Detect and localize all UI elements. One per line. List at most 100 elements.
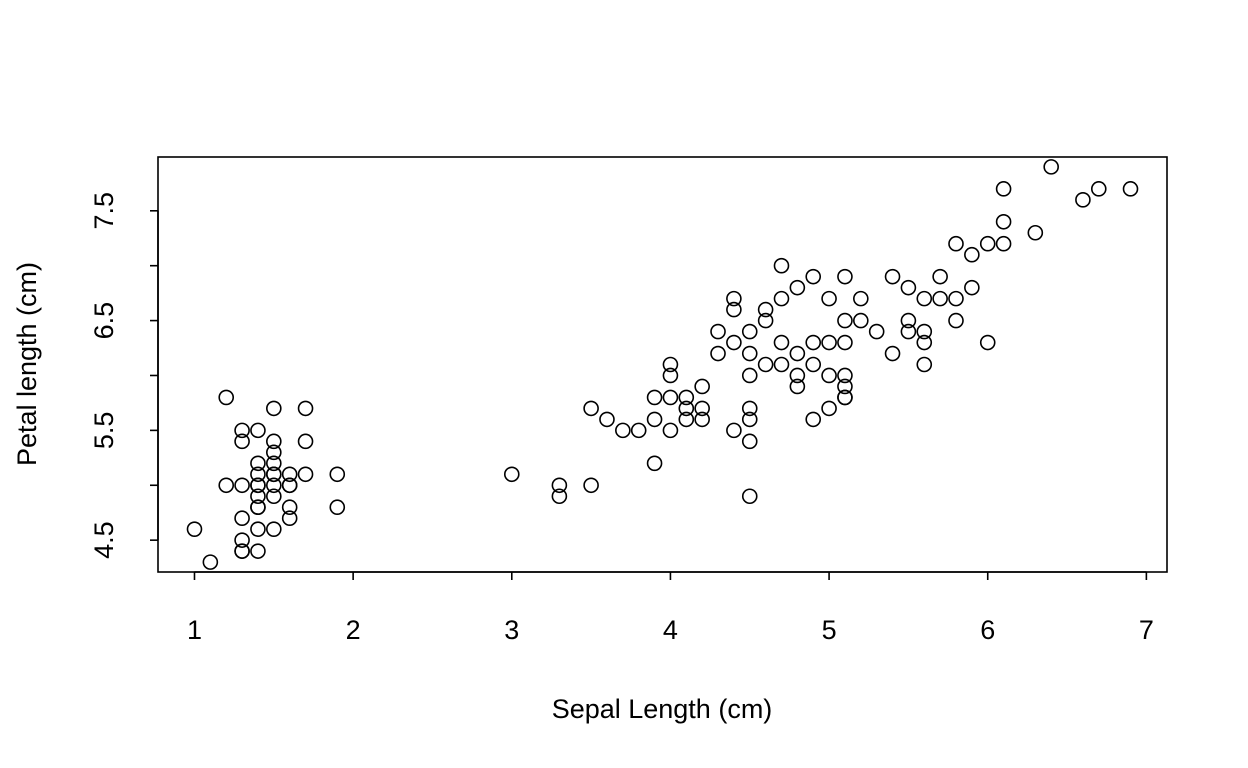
y-tick-label: 6.5 [89, 302, 119, 340]
x-tick-label: 6 [980, 615, 995, 645]
data-point [837, 367, 853, 384]
data-point [868, 323, 885, 340]
data-point [218, 477, 235, 494]
data-point [266, 444, 282, 461]
data-point [805, 334, 822, 351]
data-point [218, 389, 235, 406]
data-point [773, 290, 790, 307]
data-point [757, 356, 774, 373]
data-point [837, 389, 853, 406]
y-tick-label: 5.5 [89, 412, 119, 450]
data-point [646, 455, 663, 472]
data-point [1075, 192, 1091, 208]
data-point [884, 268, 901, 285]
data-point [250, 488, 266, 505]
x-axis: 1 2 3 4 5 6 7 [187, 571, 1154, 645]
data-point [646, 411, 663, 428]
data-point [789, 367, 806, 384]
data-point [266, 477, 282, 494]
data-point [821, 367, 837, 384]
data-point [979, 235, 996, 252]
data-point [281, 499, 298, 516]
data-point [995, 235, 1012, 252]
data-point [266, 400, 282, 417]
data-point [916, 334, 933, 351]
data-point [281, 510, 298, 527]
data-point [773, 356, 790, 373]
data-point [710, 323, 726, 340]
data-point [916, 323, 933, 340]
data-point [726, 301, 742, 318]
data-point [932, 290, 948, 307]
data-point [900, 323, 917, 340]
x-tick-label: 4 [663, 615, 678, 645]
data-point [1043, 159, 1059, 175]
data-point [630, 422, 647, 439]
data-point [884, 345, 901, 362]
data-point [853, 290, 869, 307]
data-point [551, 488, 568, 505]
x-tick-label: 2 [346, 615, 361, 645]
data-point [266, 433, 282, 450]
data-point [297, 466, 314, 483]
data-point [741, 488, 758, 505]
data-point [932, 268, 948, 285]
y-axis: 4.5 5.5 6.5 7.5 [89, 192, 159, 559]
data-point [266, 488, 282, 505]
data-point [186, 521, 203, 537]
data-point [837, 268, 853, 285]
data-point [741, 411, 758, 428]
data-point [202, 554, 219, 570]
data-point [266, 455, 282, 472]
data-point [757, 301, 774, 318]
data-point [662, 422, 679, 439]
data-point [615, 422, 631, 439]
data-point [281, 466, 298, 483]
data-point [234, 422, 250, 439]
x-tick-label: 3 [504, 615, 519, 645]
data-point [250, 521, 266, 537]
data-point [821, 334, 837, 351]
data-point [250, 477, 266, 494]
data-point [583, 400, 599, 417]
x-tick-label: 1 [187, 615, 202, 645]
data-point [234, 543, 250, 559]
data-point [995, 213, 1012, 230]
data-point [805, 268, 822, 285]
data-point [662, 356, 679, 373]
data-point [250, 422, 266, 439]
y-tick-label: 4.5 [89, 521, 119, 559]
data-point [741, 345, 758, 362]
data-point [297, 433, 314, 450]
data-point [726, 334, 742, 351]
data-point [726, 290, 742, 307]
data-point [678, 400, 695, 417]
data-point [916, 356, 933, 373]
data-point [266, 466, 282, 483]
data-point [250, 499, 266, 516]
x-tick-label: 7 [1139, 615, 1154, 645]
data-point [853, 312, 869, 329]
data-point [964, 279, 980, 296]
data-point [329, 499, 346, 516]
data-point [234, 510, 250, 527]
data-point [900, 312, 917, 329]
data-point [250, 543, 266, 559]
data-point [948, 312, 964, 329]
data-point [662, 389, 679, 406]
data-point [757, 312, 774, 329]
data-point [694, 411, 710, 428]
data-point [948, 290, 964, 307]
data-point [773, 257, 790, 274]
data-point [948, 235, 964, 252]
data-point [1027, 224, 1044, 241]
data-point [741, 367, 758, 384]
data-point [1090, 181, 1107, 197]
data-point [805, 356, 822, 373]
data-point [741, 400, 758, 417]
data-point [726, 422, 742, 439]
data-point [551, 477, 568, 494]
data-point [583, 477, 599, 494]
data-point [694, 400, 710, 417]
data-point [710, 345, 726, 362]
